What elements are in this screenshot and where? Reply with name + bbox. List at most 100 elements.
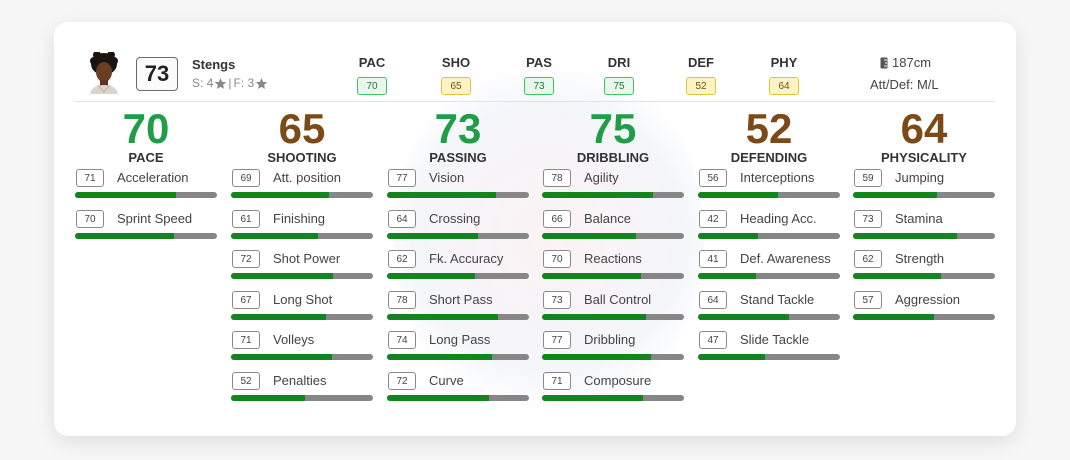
attribute-name: Dribbling	[584, 332, 636, 347]
attribute-value: 77	[388, 169, 416, 187]
category-label: PACE	[128, 150, 164, 165]
attribute-bar	[231, 354, 373, 360]
attribute-row: 62 Fk. Accuracy	[387, 249, 529, 290]
attribute-row: 61 Finishing	[231, 209, 373, 250]
attribute-name: Fk. Accuracy	[429, 251, 504, 266]
category-label: DEFENDING	[730, 150, 808, 165]
height-line: 187cm	[880, 55, 931, 70]
attribute-name: Stamina	[895, 210, 943, 226]
header-stat-label: PHY	[770, 55, 798, 70]
attribute-row: 74 Long Pass	[387, 330, 529, 371]
attribute-bar	[698, 273, 840, 279]
attribute-bar-fill	[542, 192, 653, 198]
attribute-row: 69 Att. position	[231, 168, 373, 209]
attribute-bar	[542, 232, 684, 239]
attribute-bar	[853, 232, 995, 239]
attribute-name: Crossing	[429, 210, 481, 226]
category-rating: 73	[434, 105, 482, 152]
attribute-value: 78	[543, 169, 571, 187]
attribute-bar-fill	[542, 232, 636, 239]
category-label: DRIBBLING	[576, 150, 650, 165]
attribute-value: 59	[854, 169, 882, 187]
attribute-value: 71	[76, 169, 104, 187]
attribute-name: Jumping	[895, 170, 945, 185]
header-stat-badge: 75	[604, 77, 634, 95]
header-stat-label: SHO	[441, 55, 471, 70]
attribute-name: Reactions	[584, 251, 642, 266]
attribute-bar-fill	[542, 273, 642, 279]
attribute-row: 77 Vision	[387, 168, 529, 209]
attribute-value: 72	[232, 250, 260, 268]
header-stat-badge: 65	[441, 77, 471, 95]
attribute-name: Att. position	[273, 170, 341, 185]
attribute-bar-fill	[542, 394, 643, 401]
star-icon	[215, 77, 227, 89]
attribute-bar	[542, 394, 684, 401]
attribute-name: Long Shot	[273, 291, 333, 307]
attribute-bar-fill	[853, 313, 934, 320]
attribute-bar-fill	[231, 192, 329, 198]
attribute-row: 42 Heading Acc.	[698, 209, 840, 250]
header-stat-4: DEF 52	[676, 55, 726, 95]
attribute-bar	[387, 354, 529, 360]
attribute-name: Ball Control	[584, 291, 652, 307]
attribute-bar-fill	[698, 232, 758, 239]
player-name[interactable]: Stengs	[192, 57, 236, 72]
attribute-value: 64	[699, 290, 727, 309]
header-divider	[74, 101, 995, 102]
header-stat-label: PAC	[358, 55, 386, 70]
attribute-bar	[698, 354, 840, 360]
attribute-name: Penalties	[273, 372, 327, 388]
attribute-row: 71 Composure	[542, 371, 684, 412]
attribute-row: 64 Stand Tackle	[698, 290, 840, 331]
attribute-value: 71	[232, 331, 260, 349]
attribute-bar	[231, 192, 373, 198]
attribute-name: Balance	[584, 210, 631, 226]
category-rating: 70	[122, 105, 170, 152]
attribute-bar-fill	[231, 313, 327, 320]
attribute-row: 52 Penalties	[231, 371, 373, 412]
attribute-bar-fill	[75, 192, 176, 198]
attribute-row: 71 Acceleration	[75, 168, 217, 209]
attribute-bar	[387, 313, 529, 320]
header-stat-label: PAS	[526, 55, 552, 70]
attribute-bar-fill	[75, 232, 175, 239]
attribute-row: 64 Crossing	[387, 209, 529, 250]
attribute-bar	[231, 273, 373, 279]
header-stat-badge: 73	[524, 77, 554, 95]
attribute-bar-fill	[231, 273, 334, 279]
header-stat-badge: 70	[357, 77, 387, 95]
header-stat-label: DRI	[607, 55, 631, 70]
attribute-value: 70	[543, 250, 571, 268]
player-stats-card: 73 Stengs S: 4 | F: 3 PAC 70 SHO 65 PAS 73 DRI…	[54, 22, 1016, 436]
attribute-name: Long Pass	[429, 332, 491, 347]
attribute-bar-fill	[387, 313, 498, 320]
header-stat-0: PAC 70	[347, 55, 397, 95]
attribute-name: Interceptions	[740, 170, 815, 185]
attribute-value: 64	[388, 209, 416, 228]
attribute-bar	[542, 354, 684, 360]
attribute-bar	[542, 273, 684, 279]
attribute-row: 41 Def. Awareness	[698, 249, 840, 290]
attribute-bar-fill	[542, 313, 646, 320]
attribute-value: 41	[699, 250, 727, 268]
attribute-row: 67 Long Shot	[231, 290, 373, 331]
attribute-row: 78 Short Pass	[387, 290, 529, 331]
attribute-name: Vision	[429, 170, 465, 185]
attribute-name: Agility	[584, 170, 619, 185]
attribute-bar-fill	[231, 394, 305, 401]
category-rating: 65	[278, 105, 326, 152]
category-label: PHYSICALITY	[881, 150, 967, 165]
attribute-row: 78 Agility	[542, 168, 684, 209]
attribute-value: 73	[854, 209, 882, 228]
attribute-bar	[231, 394, 373, 401]
category-rating: 75	[589, 105, 637, 152]
attribute-name: Sprint Speed	[117, 210, 193, 226]
height-value: 187cm	[892, 55, 932, 70]
attribute-bar	[698, 313, 840, 320]
attribute-bar-fill	[387, 354, 493, 360]
attribute-bar	[853, 313, 995, 320]
attribute-name: Curve	[429, 372, 464, 388]
ruler-icon	[880, 57, 888, 68]
attribute-row: 77 Dribbling	[542, 330, 684, 371]
